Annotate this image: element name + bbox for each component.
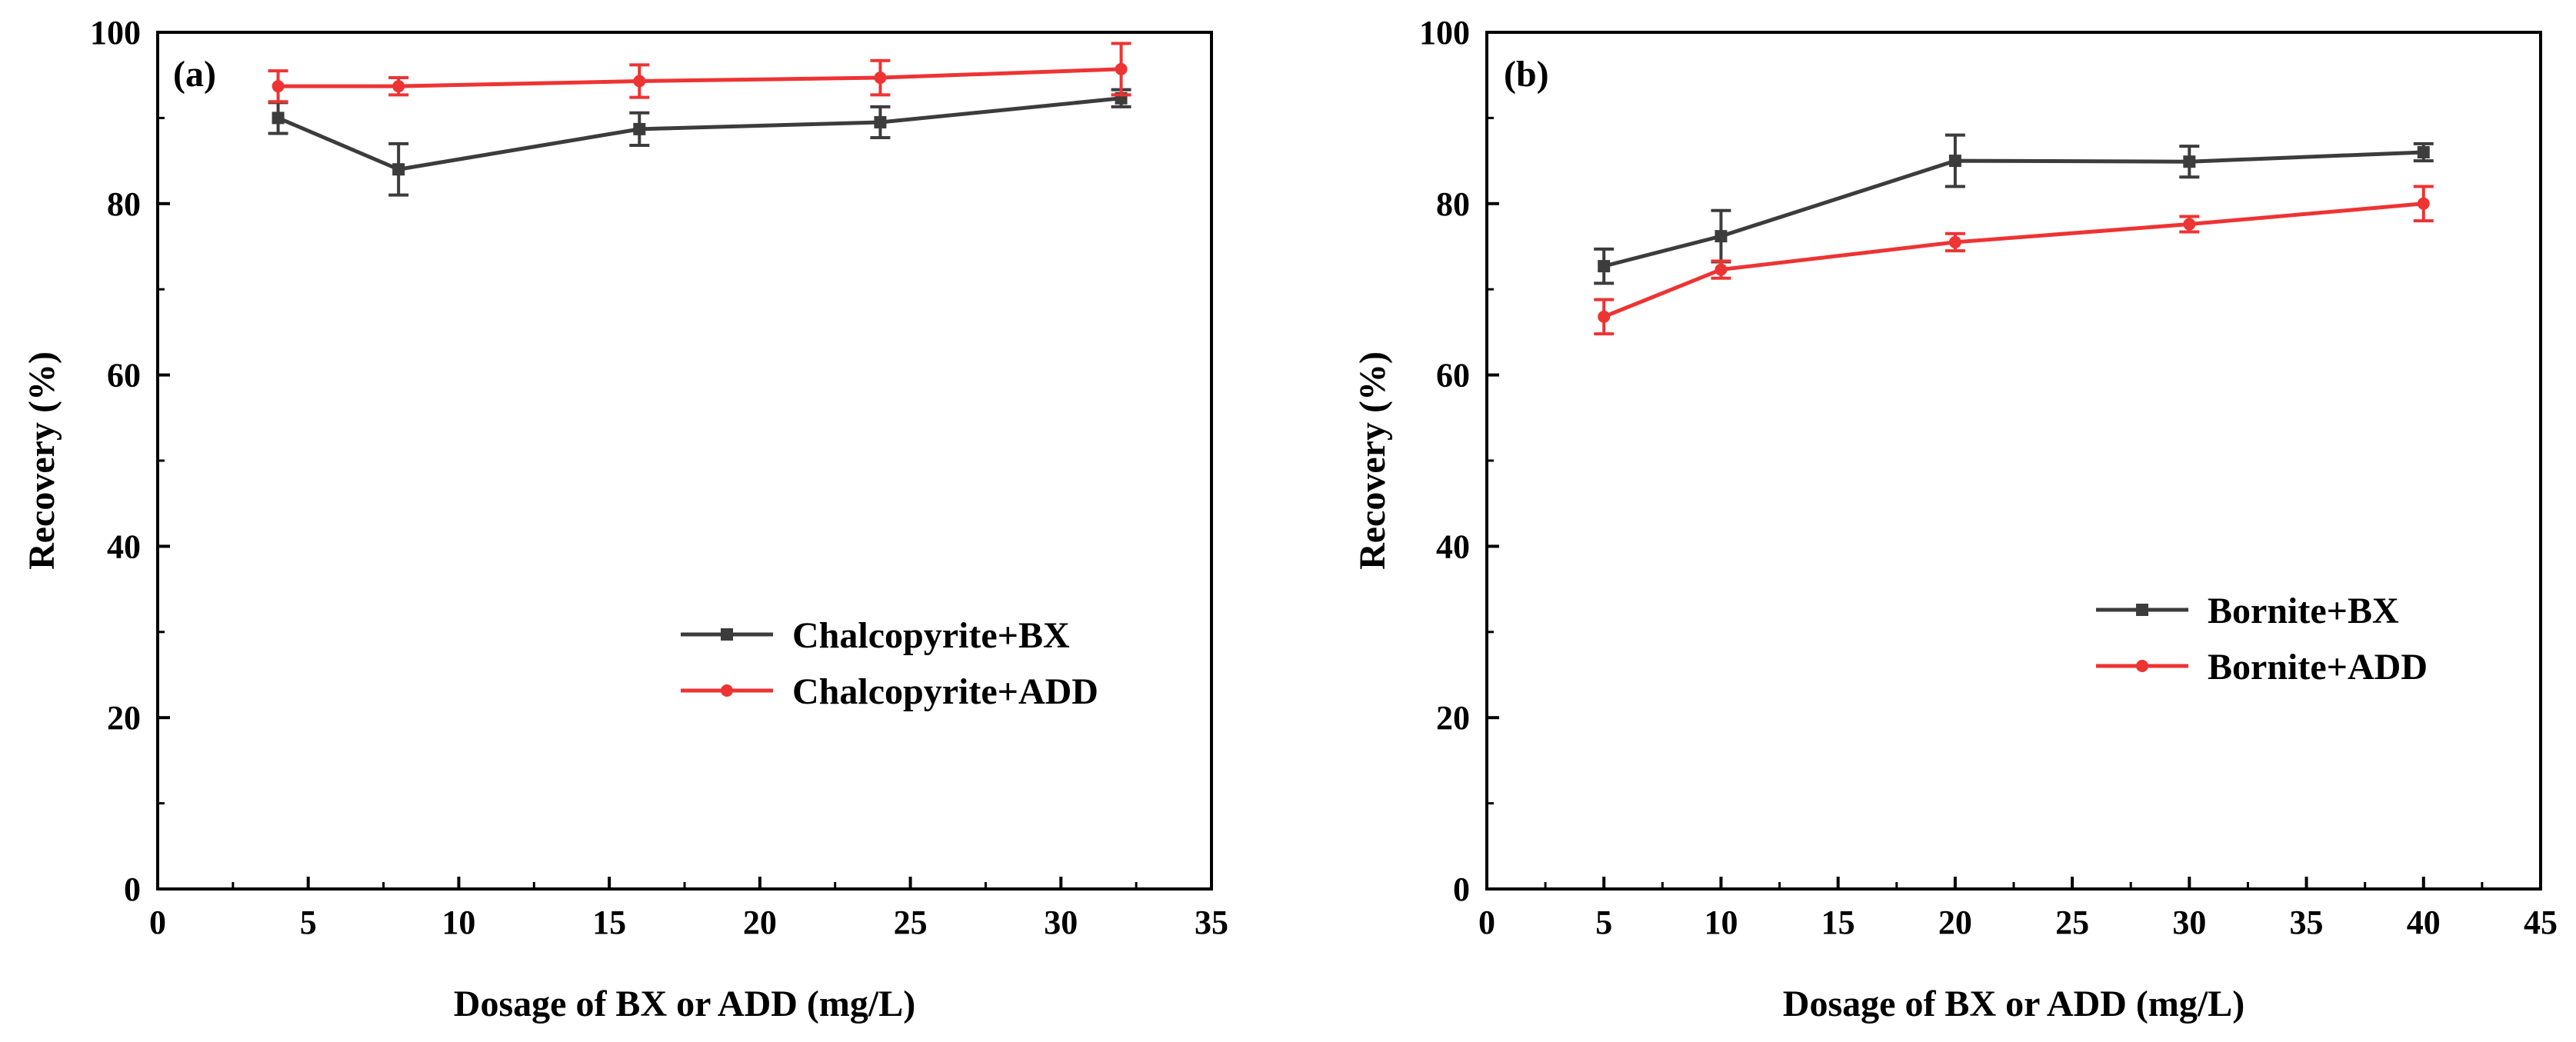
data-point — [272, 80, 285, 93]
data-point — [2183, 218, 2196, 231]
panel-b-bornite: (b) Dosage of BX or ADD (mg/L) Recovery … — [1352, 14, 2558, 1024]
legend-marker-bornite-add — [2136, 660, 2148, 672]
series-bornite-bx — [1594, 133, 2434, 285]
series-chalcopyrite-bx — [268, 88, 1131, 197]
x-tick-label: 40 — [2407, 904, 2441, 941]
legend-label-bornite-bx: Bornite+BX — [2208, 591, 2399, 631]
y-tick-label: 0 — [124, 871, 141, 908]
y-tick-label: 40 — [107, 528, 141, 565]
x-tick-label: 10 — [442, 904, 475, 941]
x-tick-label: 35 — [1195, 904, 1228, 941]
x-tick-label: 30 — [1044, 904, 1078, 941]
legend-marker-chalcopyrite-bx — [721, 628, 733, 641]
data-point — [2417, 145, 2430, 158]
data-point — [1598, 310, 1611, 323]
data-point — [1948, 155, 1961, 168]
y-tick-label: 80 — [1436, 185, 1470, 223]
panel-label-b: (b) — [1504, 54, 1549, 95]
y-axis-title-a: Recovery (%) — [22, 351, 62, 570]
y-tick-label: 40 — [1436, 528, 1470, 565]
x-tick-label: 5 — [300, 904, 317, 941]
x-tick-label: 0 — [149, 904, 166, 941]
data-point — [2183, 155, 2196, 168]
y-tick-label: 60 — [107, 357, 141, 394]
x-axis-title-b: Dosage of BX or ADD (mg/L) — [1783, 984, 2244, 1024]
data-point — [1715, 263, 1728, 276]
y-axis-title-b: Recovery (%) — [1352, 351, 1393, 570]
y-tick-label: 80 — [107, 185, 141, 223]
data-point — [1115, 62, 1128, 75]
data-point — [272, 112, 285, 125]
data-point — [874, 72, 887, 85]
legend-label-bornite-add: Bornite+ADD — [2208, 647, 2428, 687]
y-tick-label: 60 — [1436, 357, 1470, 394]
plot-frame-a — [156, 31, 1213, 891]
legend-label-chalcopyrite-bx: Chalcopyrite+BX — [792, 615, 1070, 656]
x-tick-label: 45 — [2524, 904, 2558, 941]
x-tick-label: 25 — [894, 904, 928, 941]
data-point — [874, 115, 887, 128]
series-chalcopyrite-add — [268, 42, 1131, 104]
x-axis-title-a: Dosage of BX or ADD (mg/L) — [454, 984, 915, 1024]
y-tick-label: 0 — [1453, 871, 1470, 908]
x-tick-label: 35 — [2290, 904, 2324, 941]
x-tick-label: 5 — [1595, 904, 1612, 941]
x-tick-label: 15 — [1821, 904, 1855, 941]
series-bornite-add — [1594, 185, 2434, 336]
legend-label-chalcopyrite-add: Chalcopyrite+ADD — [792, 671, 1098, 712]
data-point — [633, 122, 646, 135]
panel-label-a: (a) — [173, 54, 216, 95]
series-line — [277, 96, 1121, 171]
x-tick-label: 0 — [1478, 904, 1495, 941]
y-tick-label: 20 — [107, 699, 141, 737]
x-tick-label: 10 — [1704, 904, 1738, 941]
legend-a: Chalcopyrite+BX Chalcopyrite+ADD — [681, 615, 1098, 712]
data-point — [1598, 260, 1611, 273]
panel-a-chalcopyrite: (a) Dosage of BX or ADD (mg/L) Recovery … — [22, 14, 1228, 1024]
y-tick-label: 100 — [90, 14, 141, 52]
x-tick-label: 25 — [2055, 904, 2089, 941]
data-point — [1715, 230, 1728, 243]
data-series-a — [268, 42, 1131, 197]
legend-marker-chalcopyrite-add — [721, 684, 733, 697]
data-series-b — [1594, 133, 2434, 336]
x-tick-label: 30 — [2172, 904, 2206, 941]
legend-b: Bornite+BX Bornite+ADD — [2096, 591, 2428, 687]
y-tick-label: 20 — [1436, 699, 1470, 737]
data-point — [633, 75, 646, 88]
axis-ticks-b: 0 5 10 15 20 25 30 35 40 45 0 20 40 60 80 100 — [1419, 14, 2558, 941]
y-tick-label: 100 — [1419, 14, 1470, 52]
x-tick-label: 20 — [743, 904, 777, 941]
x-tick-label: 20 — [1938, 904, 1972, 941]
axis-ticks-a: 0 5 10 15 20 25 30 35 0 20 40 60 80 100 — [90, 14, 1228, 941]
legend-marker-bornite-bx — [2136, 604, 2148, 616]
data-point — [392, 163, 405, 176]
data-point — [392, 80, 405, 93]
data-point — [2417, 197, 2430, 210]
data-point — [1948, 235, 1961, 248]
x-tick-label: 15 — [592, 904, 626, 941]
